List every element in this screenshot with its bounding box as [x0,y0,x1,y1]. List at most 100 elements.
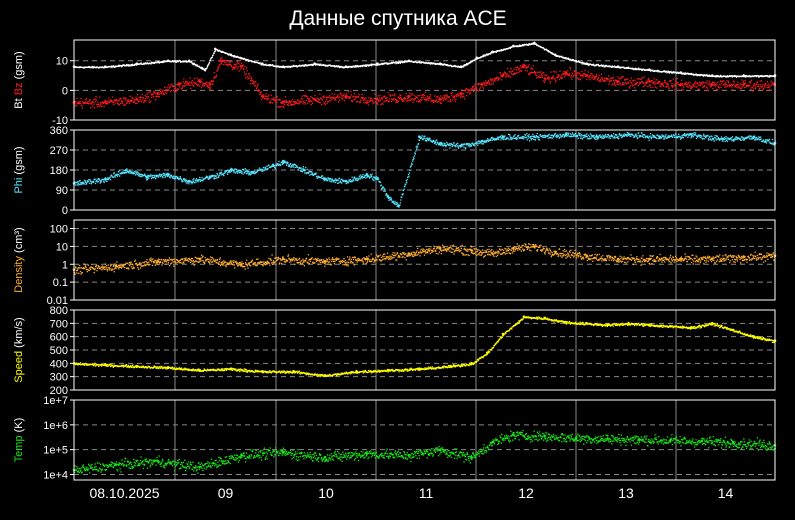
data-dot [558,78,561,81]
data-dot [209,60,211,62]
data-dot [283,161,286,163]
data-dot [638,67,640,69]
data-dot [86,101,88,103]
data-dot [253,82,255,84]
data-dot [744,137,747,139]
data-dot [714,85,716,87]
data-dot [557,134,559,136]
data-dot [678,133,680,135]
data-dot [735,84,738,87]
data-dot [725,135,727,138]
data-dot [96,269,98,272]
data-dot [672,71,674,74]
data-dot [311,63,313,65]
data-dot [407,100,409,102]
data-dot [577,134,579,137]
data-dot [217,50,219,52]
data-dot [308,100,310,103]
data-dot [154,93,156,95]
data-dot [585,134,587,136]
data-dot [615,136,618,139]
data-dot [166,86,168,88]
data-dot [125,262,127,264]
data-dot [678,89,680,91]
data-dot [548,133,550,136]
data-dot [739,137,741,139]
data-dot [340,92,342,94]
data-dot [160,174,163,176]
data-dot [649,84,651,86]
data-dot [420,99,422,102]
data-dot [726,80,728,82]
data-dot [260,98,263,101]
data-dot [353,98,355,100]
data-dot [682,84,684,87]
data-dot [504,71,506,74]
data-dot [232,169,235,172]
data-dot [383,95,386,97]
data-dot [565,132,567,134]
data-dot [592,135,594,137]
data-dot [535,134,538,137]
data-dot [487,138,489,140]
data-dot [103,101,105,104]
data-dot [107,101,109,103]
data-dot [202,82,205,85]
data-dot [772,142,774,144]
data-dot [494,139,497,141]
data-dot [150,177,153,180]
data-dot [321,175,323,177]
data-dot [95,99,98,101]
data-dot [591,73,593,75]
data-dot [434,142,436,145]
data-dot [518,44,521,46]
data-dot [221,51,223,53]
data-dot [729,137,732,139]
data-dot [251,171,254,173]
data-dot [668,72,670,74]
data-dot [259,93,261,95]
data-dot [400,95,402,97]
data-dot [472,88,474,91]
data-dot [375,178,377,181]
data-dot [92,181,94,183]
data-dot [752,136,754,139]
data-dot [179,83,181,86]
data-dot [181,86,184,88]
data-dot [100,181,103,183]
data-dot [369,100,371,102]
data-dot [523,64,526,66]
data-dot [600,73,603,75]
data-dot [665,70,668,73]
data-dot [232,66,234,69]
data-dot [253,173,255,175]
data-dot [646,136,649,139]
data-dot [272,98,275,100]
data-dot [286,162,289,165]
data-dot [565,58,567,60]
data-dot [366,173,368,175]
data-dot [230,65,232,67]
data-dot [97,178,99,180]
data-dot [416,97,419,99]
data-dot [430,62,432,64]
data-dot [469,92,472,94]
data-dot [109,265,112,267]
data-dot [243,171,245,173]
data-dot [745,86,747,88]
data-dot [511,70,513,72]
data-dot [446,98,448,100]
data-dot [303,94,305,97]
data-dot [759,87,761,89]
data-dot [482,82,484,84]
data-dot [445,144,447,147]
data-dot [277,164,280,167]
data-dot [369,174,371,176]
data-dot [356,96,358,99]
data-dot [642,136,644,138]
data-dot [564,72,567,75]
y-tick-label: 360 [50,125,68,137]
data-dot [713,137,715,140]
data-dot [208,61,211,64]
data-dot [611,66,613,68]
